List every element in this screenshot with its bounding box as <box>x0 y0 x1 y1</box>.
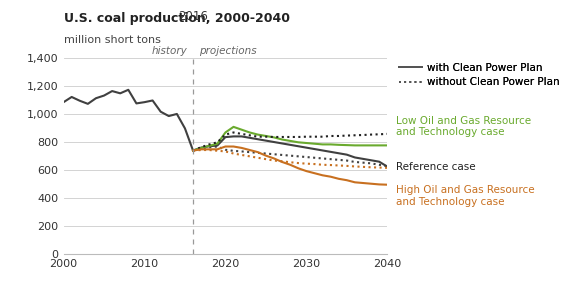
Text: 2016: 2016 <box>178 10 208 23</box>
Text: Low Oil and Gas Resource
and Technology case: Low Oil and Gas Resource and Technology … <box>396 116 531 137</box>
Text: U.S. coal production, 2000-2040: U.S. coal production, 2000-2040 <box>64 12 290 25</box>
Legend: with Clean Power Plan, without Clean Power Plan: with Clean Power Plan, without Clean Pow… <box>399 63 560 87</box>
Text: million short tons: million short tons <box>64 35 161 45</box>
Text: history: history <box>151 46 187 56</box>
Text: Reference case: Reference case <box>396 162 476 172</box>
Text: High Oil and Gas Resource
and Technology case: High Oil and Gas Resource and Technology… <box>396 185 535 207</box>
Text: projections: projections <box>199 46 257 56</box>
